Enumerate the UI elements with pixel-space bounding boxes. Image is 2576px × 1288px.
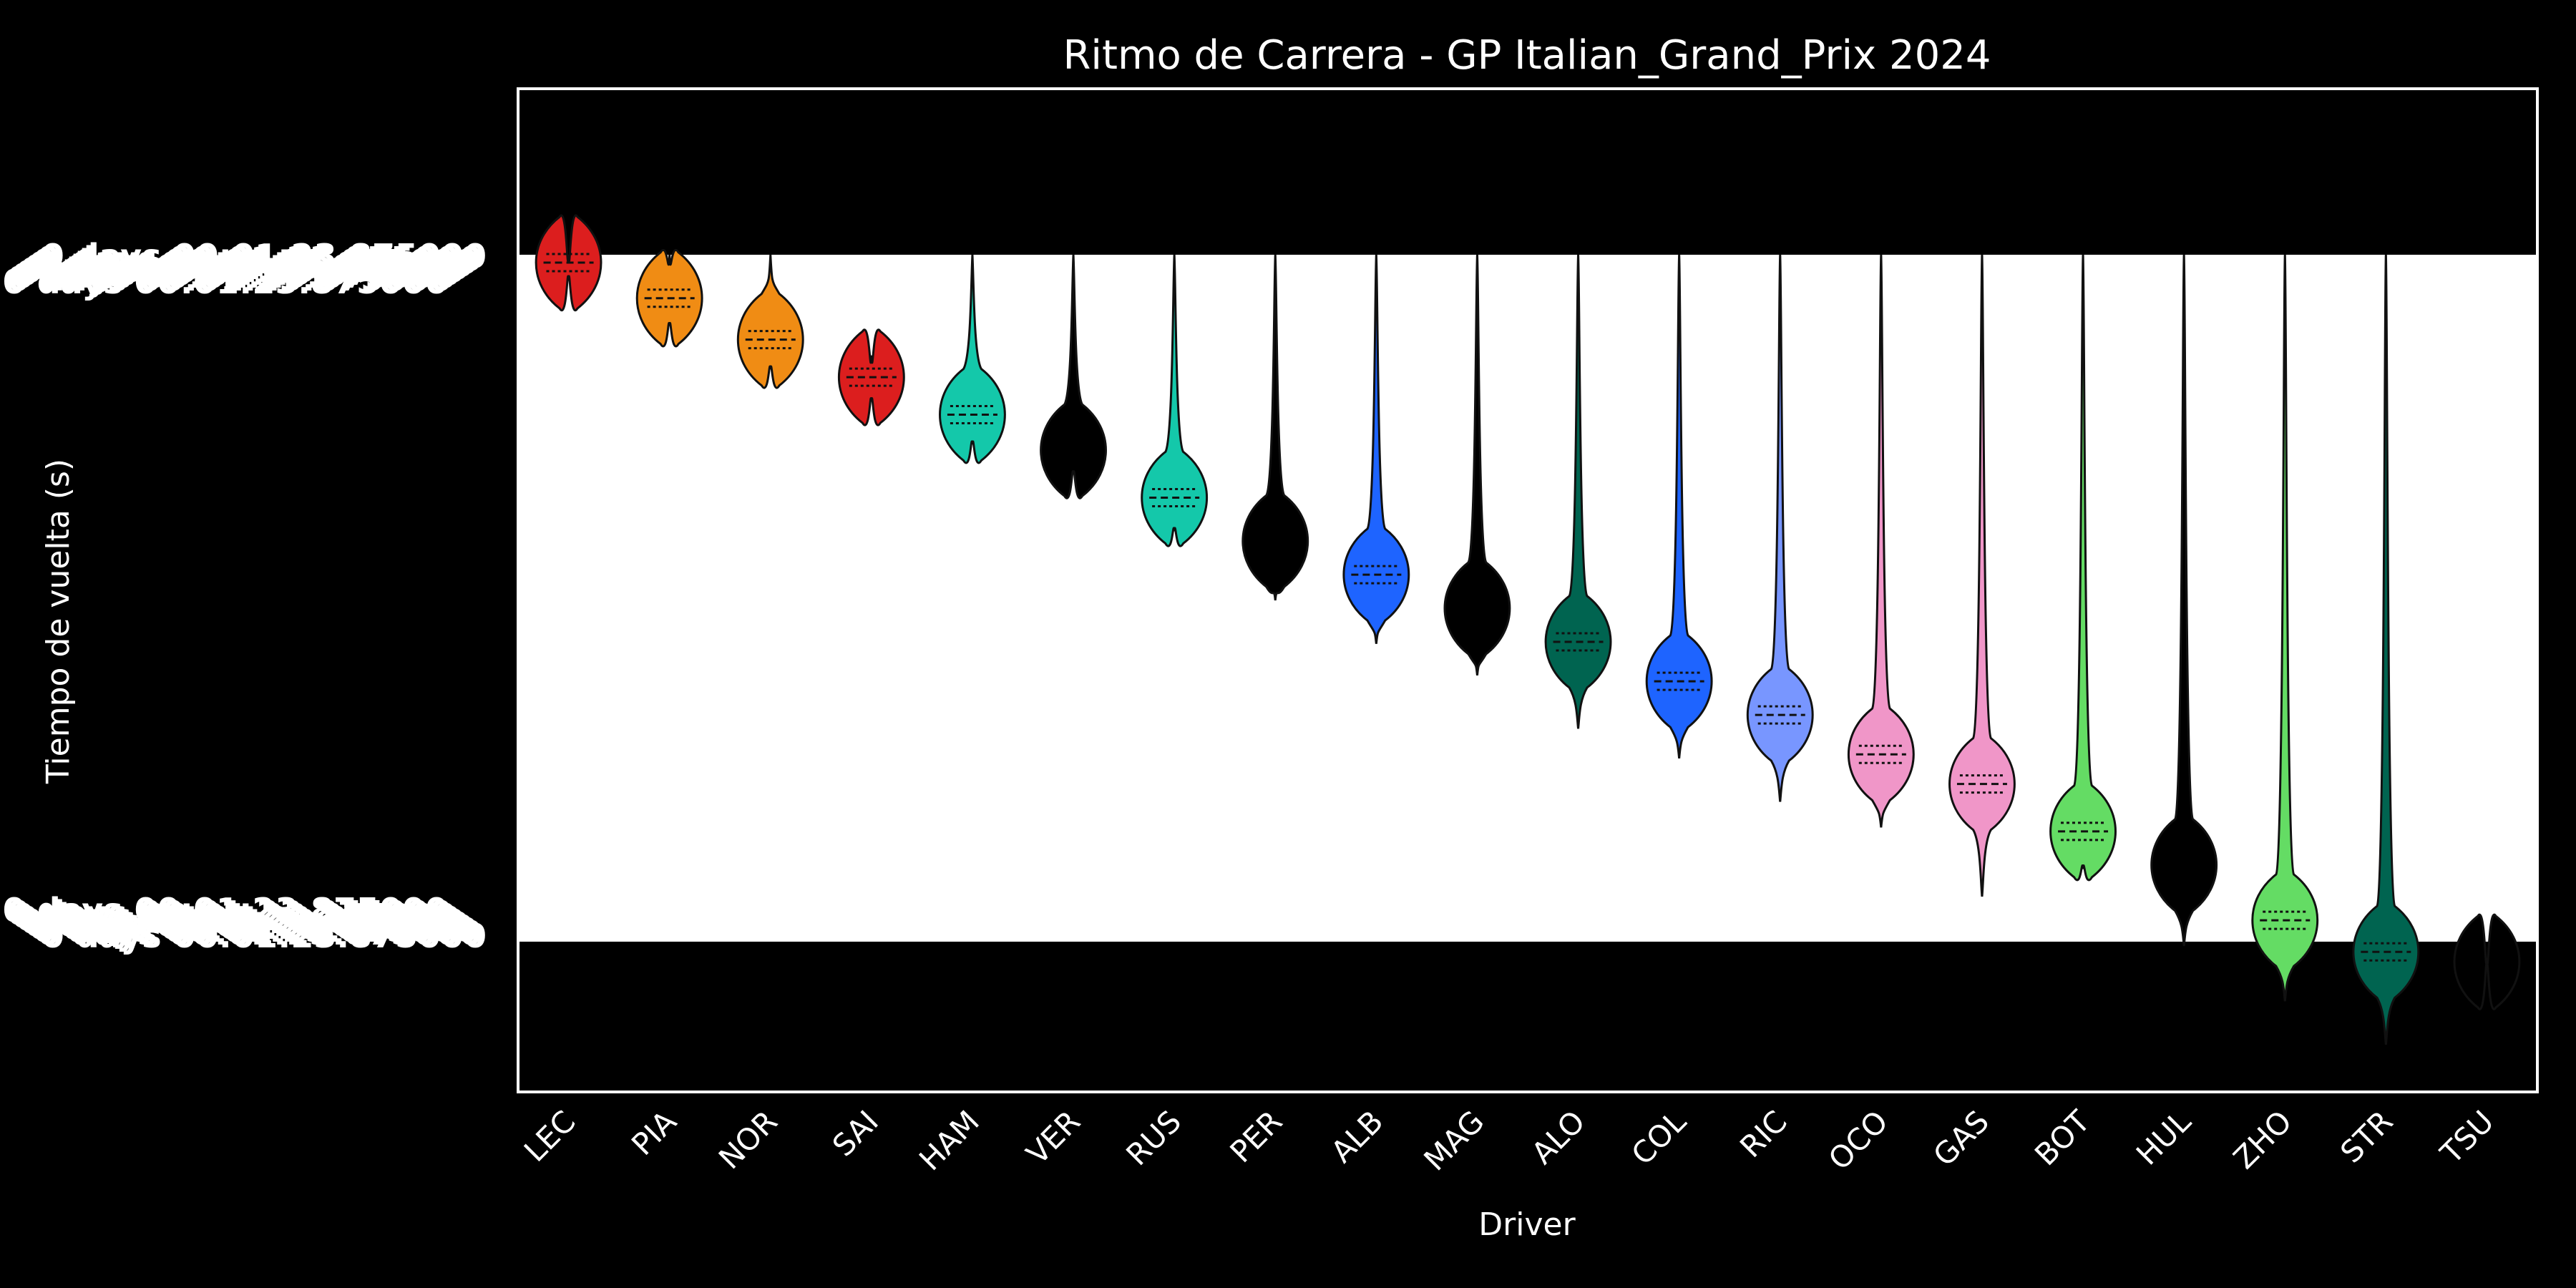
violin-ham bbox=[939, 254, 1006, 464]
y-axis-label: Tiempo de vuelta (s) bbox=[40, 459, 77, 784]
plot-frame bbox=[517, 87, 2539, 1093]
chart-title: Ritmo de Carrera - GP Italian_Grand_Prix… bbox=[1063, 32, 1991, 79]
x-tick-ham: HAM bbox=[912, 1103, 986, 1177]
y-tick-label: 0 days 00:01:23.875000 bbox=[11, 897, 457, 935]
y-tick-label: 0 days 00:01:23.875000 bbox=[3, 891, 448, 930]
x-tick-tsu: TSU bbox=[2433, 1103, 2500, 1171]
y-tick-label: 0 days 00:01:23.875000 bbox=[42, 917, 487, 955]
y-tick-label: 0 days 00:01:23.875000 bbox=[20, 902, 465, 941]
y-tick-label: 0 days 00:01:23.875000 bbox=[20, 251, 465, 290]
violin-alo bbox=[1544, 254, 1612, 729]
y-tick-label: 0 days 00:01:23.875000 bbox=[3, 263, 448, 301]
violin-alb bbox=[1342, 254, 1410, 644]
x-tick-bot: BOT bbox=[2028, 1103, 2097, 1172]
x-tick-per: PER bbox=[1223, 1103, 1289, 1169]
x-tick-nor: NOR bbox=[712, 1103, 784, 1176]
violin-oco bbox=[1847, 254, 1915, 828]
x-tick-sai: SAI bbox=[826, 1103, 885, 1163]
y-tick-label: 0 days 00:01:23.875000 bbox=[33, 243, 478, 281]
violin-nor bbox=[736, 254, 804, 389]
x-tick-alb: ALB bbox=[1324, 1103, 1390, 1169]
y-tick-label: 0 days 00:01:23.875000 bbox=[33, 911, 478, 950]
x-tick-lec: LEC bbox=[517, 1103, 582, 1169]
y-tick-label: 0 days 00:01:23.875000 bbox=[7, 260, 452, 298]
x-tick-zho: ZHO bbox=[2227, 1103, 2299, 1176]
x-tick-col: COL bbox=[1624, 1103, 1693, 1172]
x-tick-oco: OCO bbox=[1822, 1103, 1895, 1176]
y-tick-label: 0 days 00:01:23.875000 bbox=[42, 237, 487, 275]
x-axis-label: Driver bbox=[1478, 1206, 1576, 1243]
x-tick-ric: RIC bbox=[1733, 1103, 1794, 1164]
y-tick-label: 0 days 00:01:23.875000 bbox=[24, 248, 469, 287]
y-tick-label: 0 days 00:01:23.875000 bbox=[11, 257, 457, 296]
y-tick-label: 0 days 00:01:23.875000 bbox=[16, 254, 461, 293]
x-tick-pia: PIA bbox=[625, 1103, 683, 1162]
violin-tsu bbox=[2453, 913, 2521, 1010]
y-tick-label: 0 days 00:01:23.875000 bbox=[7, 894, 452, 932]
x-tick-hul: HUL bbox=[2129, 1103, 2198, 1172]
violin-ric bbox=[1746, 254, 1814, 802]
y-tick-label: 0 days 00:01:23.875000 bbox=[37, 240, 482, 278]
violin-bot bbox=[2049, 254, 2117, 882]
violin-rus bbox=[1141, 254, 1209, 547]
violin-hul bbox=[2150, 254, 2218, 947]
y-tick-label: 0 days 00:01:23.875000 bbox=[29, 245, 474, 284]
violin-per bbox=[1241, 254, 1309, 601]
x-tick-rus: RUS bbox=[1119, 1103, 1188, 1172]
plot-band bbox=[518, 255, 2537, 942]
x-tick-str: STR bbox=[2333, 1103, 2399, 1169]
x-tick-mag: MAG bbox=[1417, 1103, 1491, 1177]
violin-zho bbox=[2251, 254, 2319, 1002]
x-tick-ver: VER bbox=[1020, 1103, 1087, 1171]
violin-col bbox=[1645, 254, 1713, 758]
x-tick-alo: ALO bbox=[1525, 1103, 1592, 1171]
violin-gas bbox=[1948, 254, 2016, 897]
x-tick-gas: GAS bbox=[1926, 1103, 1996, 1173]
y-tick-label: 0 days 00:01:23.875000 bbox=[29, 908, 474, 947]
violin-ver bbox=[1040, 254, 1107, 499]
violin-mag bbox=[1443, 254, 1511, 676]
y-tick-label: 0 days 00:01:23.875000 bbox=[24, 905, 469, 944]
violin-str bbox=[2352, 254, 2420, 1045]
y-tick-label: 0 days 00:01:23.875000 bbox=[16, 899, 461, 938]
y-tick-label: 0 days 00:01:23.875000 bbox=[37, 914, 482, 952]
